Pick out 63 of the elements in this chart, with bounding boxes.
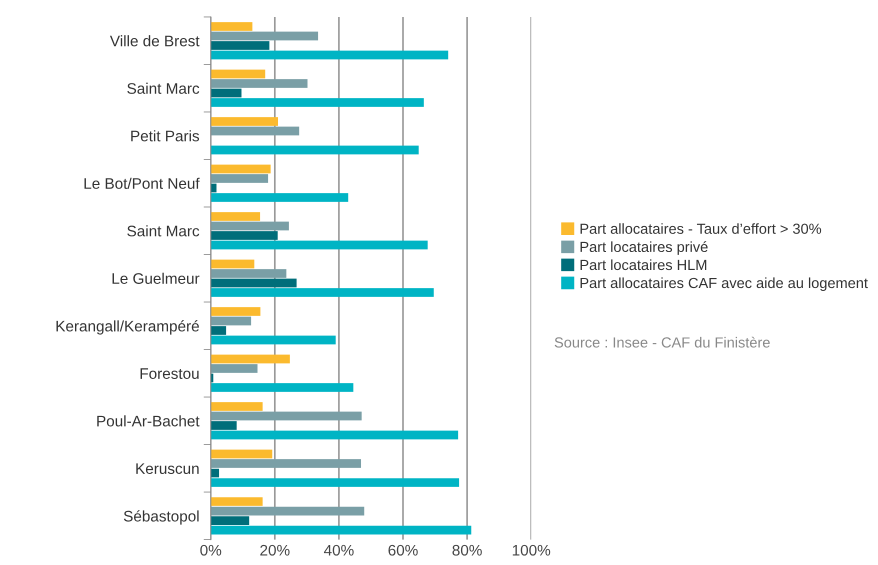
bar [210,430,458,440]
x-tick-label: 0% [200,544,222,556]
y-tick-label: Keruscun [136,463,199,474]
bar [210,383,354,392]
bar [210,421,237,430]
bar [210,412,362,420]
y-tick-label: Saint Marc [127,82,200,94]
bar [210,193,348,202]
bar [210,164,271,174]
bar [210,478,460,487]
bar [210,98,424,107]
bar [210,450,272,458]
bar [210,117,278,126]
bar [210,32,318,40]
legend-label: Part locataires privé [580,241,708,255]
bar [210,468,220,478]
source-note: Source : Insee - CAF du Finistère [554,336,770,348]
bar [210,22,252,31]
x-tick-label: 80% [452,544,482,556]
bar [210,354,290,364]
y-tick-label: Le Bot/Pont Neuf [84,178,200,189]
bar [210,41,270,50]
y-tick-label: Kerangall/Kerampéré [56,320,199,335]
legend-label: Part allocataires CAF avec aide au logement [580,277,868,292]
y-tick-label: Petit Paris [131,130,200,142]
bar [210,497,263,506]
bar [210,526,472,534]
bar [210,212,260,221]
bar [210,316,252,326]
y-tick-label: Le Guelmeur [112,272,200,284]
bar [210,50,448,60]
bar [210,278,297,288]
bar [210,231,278,240]
x-tick-label: 100% [512,544,550,556]
bar [210,146,419,154]
bar [210,336,336,344]
y-tick-label: Saint Marc [127,225,200,236]
bar [210,240,428,250]
x-tick-label: 60% [388,544,418,556]
bar [210,269,286,278]
bar [210,88,242,98]
bar [210,70,266,78]
bar [210,402,263,411]
y-tick-label: Forestou [140,368,199,379]
bar [210,364,258,373]
bar [210,79,308,88]
bar [210,506,364,516]
legend-label: Part allocataires - Taux d’effort > 30% [580,223,822,234]
bar [210,174,268,183]
y-tick-label: Sébastopol [124,510,199,525]
bar [210,222,289,230]
x-tick-label: 40% [324,544,354,556]
bar [210,516,250,525]
bar [210,307,260,316]
x-tick-label: 20% [260,544,290,556]
legend-label: Part locataires HLM [580,259,706,270]
bar [210,126,300,136]
y-tick-label: Ville de Brest [110,35,200,46]
bar [210,288,434,297]
y-tick-label: Poul-Ar-Bachet [97,415,200,426]
bar [210,459,362,468]
bar [210,260,254,268]
bar [210,326,226,335]
